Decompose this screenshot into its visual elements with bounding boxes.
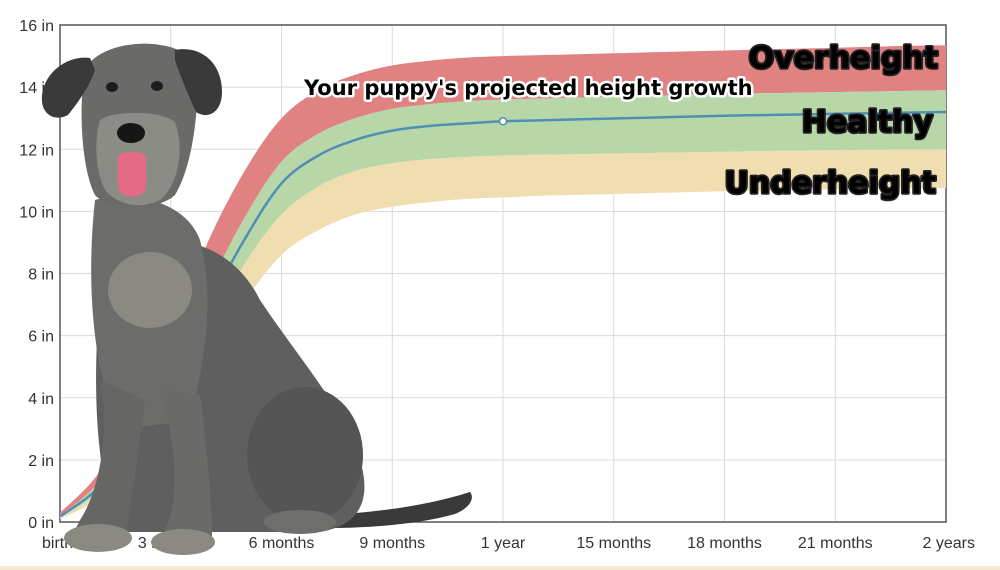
y-tick-label: 2 in — [28, 453, 54, 470]
dog-paw-right — [151, 529, 215, 555]
y-tick-label: 6 in — [28, 329, 54, 346]
x-tick-label: 18 months — [687, 535, 762, 552]
underheight-label: Underheight — [725, 166, 937, 201]
y-tick-label: 12 in — [19, 142, 54, 159]
labels: Overheight Healthy Underheight Your pupp… — [301, 39, 940, 203]
dog-front-leg-left — [70, 380, 145, 546]
y-tick-label: 4 in — [28, 391, 54, 408]
y-tick-label: 16 in — [19, 18, 54, 35]
bottom-strip — [0, 566, 1000, 570]
dog-chest-patch — [108, 252, 192, 328]
dog-tongue — [118, 152, 146, 197]
band-healthy — [60, 90, 946, 518]
dog-tail — [330, 492, 472, 528]
dog-front-leg-right — [160, 390, 212, 550]
dog-photo — [41, 43, 472, 555]
dog-ear-right — [175, 49, 222, 116]
bands — [60, 45, 946, 519]
dog-nose — [117, 123, 145, 143]
dog-paw-left — [64, 524, 132, 552]
dog-eye-left — [106, 82, 118, 92]
y-tick-label: 8 in — [28, 267, 54, 284]
healthy-label: Healthy — [802, 105, 934, 140]
x-tick-label: 9 months — [359, 535, 425, 552]
plot-frame — [59, 24, 947, 523]
dog-ear-left — [41, 57, 95, 118]
x-tick-label: 6 months — [249, 535, 315, 552]
x-tick-label: 15 months — [576, 535, 651, 552]
y-tick-label: 10 in — [19, 204, 54, 221]
x-tick-label: 21 months — [798, 535, 873, 552]
dog-eye-right — [151, 81, 163, 91]
projection-label: Your puppy's projected height growth — [303, 76, 753, 100]
y-tick-label: 0 in — [28, 515, 54, 532]
series-marker-1-year — [498, 117, 508, 126]
x-tick-label: 2 years — [923, 535, 975, 552]
x-tick-label: 1 year — [481, 535, 526, 552]
band-underheight — [60, 149, 946, 519]
dog-haunch — [247, 387, 363, 523]
overheight-label: Overheight — [749, 41, 938, 76]
dog-paw-back — [264, 510, 336, 534]
